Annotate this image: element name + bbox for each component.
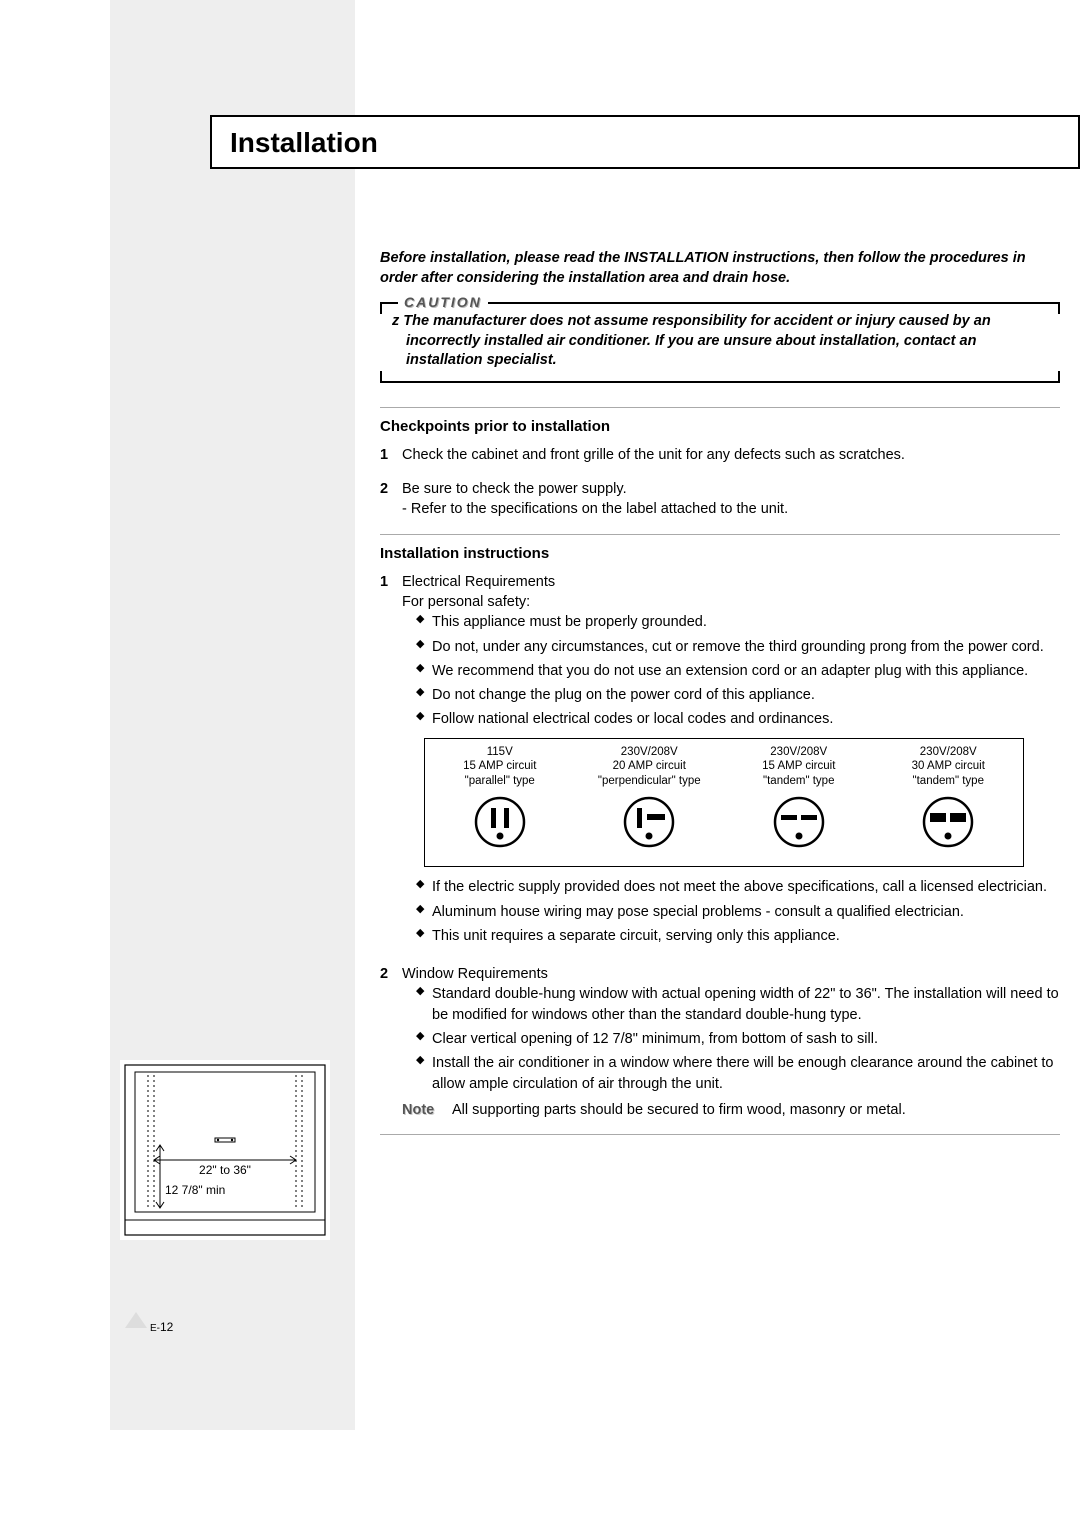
item-title: Electrical Requirements — [402, 572, 1060, 592]
list-item: Do not, under any circumstances, cut or … — [416, 637, 1060, 657]
window-diagram: 22" to 36" 12 7/8" min — [120, 1060, 330, 1240]
plug-tandem-thick-icon — [918, 794, 978, 854]
item-number: 1 — [380, 572, 402, 950]
section-rule-bottom — [380, 1134, 1060, 1135]
list-item: Follow national electrical codes or loca… — [416, 709, 1060, 729]
list-item: If the electric supply provided does not… — [416, 877, 1060, 897]
list-item: Aluminum house wiring may pose special p… — [416, 902, 1060, 922]
plug-parallel-icon — [470, 794, 530, 854]
list-item: Clear vertical opening of 12 7/8" minimu… — [416, 1029, 1060, 1049]
list-item: This unit requires a separate circuit, s… — [416, 926, 1060, 946]
caution-text: z The manufacturer does not assume respo… — [392, 312, 1048, 371]
note-label: Note — [402, 1100, 452, 1120]
item-number: 2 — [380, 964, 402, 1120]
item-body: Window Requirements Standard double-hung… — [402, 964, 1060, 1120]
plug-cell: 230V/208V 20 AMP circuit "perpendicular"… — [575, 739, 725, 867]
checkpoint-item: 2 Be sure to check the power supply. - R… — [380, 479, 1060, 520]
title-bar: Installation — [210, 115, 1080, 167]
list-item: We recommend that you do not use an exte… — [416, 661, 1060, 681]
item-text: Be sure to check the power supply. - Ref… — [402, 479, 1060, 520]
list-item: Do not change the plug on the power cord… — [416, 685, 1060, 705]
plug-cell: 115V 15 AMP circuit "parallel" type — [425, 739, 575, 867]
caution-label: CAUTION — [398, 294, 488, 310]
section2-heading: Installation instructions — [380, 545, 1060, 562]
caution-box: CAUTION z The manufacturer does not assu… — [380, 302, 1060, 383]
list-item: Standard double-hung window with actual … — [416, 984, 1060, 1025]
body-area: Before installation, please read the INS… — [210, 169, 1080, 1135]
electrical-bullet-list: If the electric supply provided does not… — [402, 877, 1060, 946]
plug-cell: 230V/208V 30 AMP circuit "tandem" type — [874, 739, 1024, 867]
height-label: 12 7/8" min — [165, 1183, 225, 1197]
checkpoint-item: 1 Check the cabinet and front grille of … — [380, 445, 1060, 465]
plug-perpendicular-icon — [619, 794, 679, 854]
install-item-2: 2 Window Requirements Standard double-hu… — [380, 964, 1060, 1120]
width-label: 22" to 36" — [199, 1163, 251, 1177]
note-text: All supporting parts should be secured t… — [452, 1100, 906, 1120]
item-number: 2 — [380, 479, 402, 520]
item-subtitle: For personal safety: — [402, 592, 1060, 612]
list-item: This appliance must be properly grounded… — [416, 612, 1060, 632]
page-triangle-icon — [125, 1312, 147, 1328]
safety-bullet-list: This appliance must be properly grounded… — [402, 612, 1060, 729]
page-title: Installation — [230, 127, 1060, 159]
caution-body: The manufacturer does not assume respons… — [403, 313, 990, 368]
item-title: Window Requirements — [402, 964, 1060, 984]
section-rule — [380, 407, 1060, 408]
item-body: Electrical Requirements For personal saf… — [402, 572, 1060, 950]
section-rule — [380, 534, 1060, 535]
install-item-1: 1 Electrical Requirements For personal s… — [380, 572, 1060, 950]
intro-text: Before installation, please read the INS… — [380, 249, 1060, 288]
section1-heading: Checkpoints prior to installation — [380, 418, 1060, 435]
page-number: E-12 — [150, 1320, 173, 1334]
plug-spec-table: 115V 15 AMP circuit "parallel" type 230V… — [424, 738, 1024, 868]
plug-cell: 230V/208V 15 AMP circuit "tandem" type — [724, 739, 874, 867]
window-bullet-list: Standard double-hung window with actual … — [402, 984, 1060, 1093]
note-row: Note All supporting parts should be secu… — [402, 1100, 1060, 1120]
list-item: Install the air conditioner in a window … — [416, 1053, 1060, 1094]
item-number: 1 — [380, 445, 402, 465]
item-text: Check the cabinet and front grille of th… — [402, 445, 1060, 465]
plug-tandem-thin-icon — [769, 794, 829, 854]
caution-marker: z — [392, 313, 399, 329]
main-content: Installation Before installation, please… — [210, 115, 1080, 1145]
